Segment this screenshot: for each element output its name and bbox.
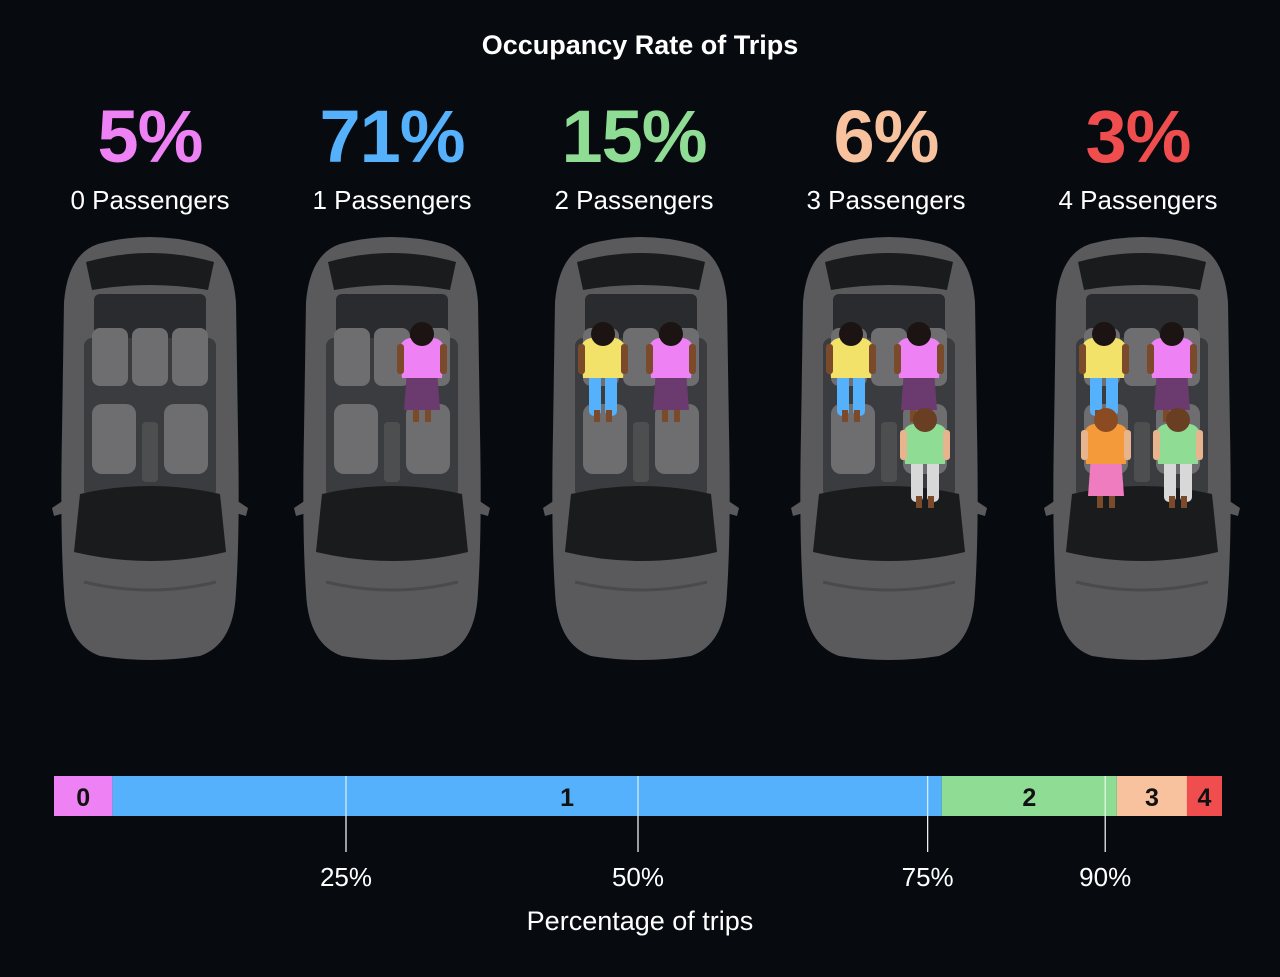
passenger-icon [826, 322, 876, 422]
hood-line [1075, 580, 1209, 592]
front-seat [334, 404, 378, 474]
tick-label: 90% [1079, 862, 1131, 892]
windshield [565, 486, 717, 561]
group-0-passengers: 5% 0 Passengers [25, 95, 275, 217]
bar-segment-3 [1116, 776, 1187, 816]
rear-window [825, 253, 953, 290]
x-axis-title: Percentage of trips [526, 906, 754, 936]
car-top-view-icon [791, 237, 987, 660]
center-console [384, 422, 400, 482]
passenger-icon [1153, 408, 1203, 508]
passenger-icon [900, 408, 950, 508]
bar-segment-2 [941, 776, 1117, 816]
group-percentage: 6% [833, 95, 940, 178]
rear-window [86, 253, 214, 290]
bar-segment-label: 0 [76, 784, 90, 812]
windshield [316, 486, 468, 561]
bar-segment-label: 2 [1022, 784, 1036, 812]
front-seat [164, 404, 208, 474]
center-console [1134, 422, 1150, 482]
passenger-icon [1081, 408, 1131, 508]
car-top-view-icon [52, 237, 248, 660]
roof-panel [94, 294, 206, 338]
group-label: 4 Passengers [1058, 185, 1218, 215]
bar-segment-label: 1 [560, 784, 574, 812]
car-top-view-icon [294, 237, 490, 660]
chart-title: Occupancy Rate of Trips [481, 30, 799, 60]
passenger-icon [646, 322, 696, 422]
bar-segment-1 [112, 776, 942, 816]
car-top-view-icon [543, 237, 739, 660]
center-console [142, 422, 158, 482]
hood-line [822, 580, 956, 592]
tick-label: 25% [320, 862, 372, 892]
bar-segment-4 [1186, 776, 1222, 816]
group-2-passengers: 15% 2 Passengers [509, 95, 759, 217]
hood-line [574, 580, 708, 592]
windshield [813, 486, 965, 561]
center-console [881, 422, 897, 482]
group-percentage: 71% [319, 95, 465, 178]
group-3-passengers: 6% 3 Passengers [761, 95, 1011, 217]
group-percentage: 15% [561, 95, 707, 178]
passenger-icon [578, 322, 628, 422]
bar-segment-0 [54, 776, 113, 816]
group-4-passengers: 3% 4 Passengers [1013, 95, 1263, 217]
windshield [1066, 486, 1218, 561]
bar-segment-label: 4 [1198, 784, 1212, 812]
group-percentage: 5% [97, 95, 204, 178]
rear-window [577, 253, 705, 290]
rear-seat [92, 328, 128, 386]
car-top-view-icon [1044, 237, 1240, 660]
group-label: 1 Passengers [312, 185, 472, 215]
tick-label: 75% [902, 862, 954, 892]
tick-label: 50% [612, 862, 664, 892]
hood-line [83, 580, 217, 592]
rear-seat [132, 328, 168, 386]
rear-window [1078, 253, 1206, 290]
group-label: 2 Passengers [554, 185, 714, 215]
bar-segment-label: 3 [1145, 784, 1159, 812]
passenger-icon [1147, 322, 1197, 422]
passenger-icon [397, 322, 447, 422]
rear-seat [334, 328, 370, 386]
group-label: 0 Passengers [70, 185, 230, 215]
group-label: 3 Passengers [806, 185, 966, 215]
center-console [633, 422, 649, 482]
windshield [74, 486, 226, 561]
rear-seat [172, 328, 208, 386]
group-percentage: 3% [1085, 95, 1192, 178]
group-1-passengers: 71% 1 Passengers [267, 95, 517, 217]
rear-window [328, 253, 456, 290]
hood-line [325, 580, 459, 592]
front-seat [92, 404, 136, 474]
passenger-icon [894, 322, 944, 422]
